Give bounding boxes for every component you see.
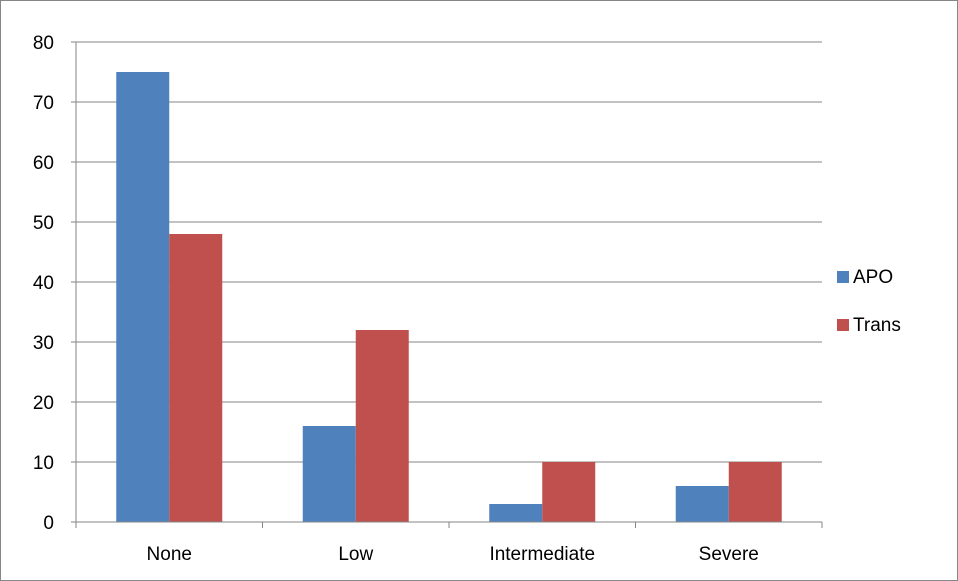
bar-apo-intermediate xyxy=(489,504,543,522)
y-tick-labels: 0 10 20 30 40 50 60 70 80 xyxy=(33,33,54,534)
axes xyxy=(71,41,823,528)
legend-swatch-trans xyxy=(837,319,849,331)
y-tick-label: 10 xyxy=(33,453,54,474)
y-tick-label: 20 xyxy=(33,393,54,414)
y-tick-label: 30 xyxy=(33,333,54,354)
y-tick-label: 60 xyxy=(33,153,54,174)
x-tick-label: None xyxy=(147,544,192,565)
x-tick-label: Severe xyxy=(699,544,759,565)
bar-apo-none xyxy=(116,72,170,522)
x-tick-label: Low xyxy=(338,544,373,565)
legend-label-trans: Trans xyxy=(853,315,901,336)
y-tick-label: 40 xyxy=(33,273,54,294)
y-tick-label: 80 xyxy=(33,33,54,54)
bar-trans-intermediate xyxy=(542,462,596,522)
y-tick-label: 70 xyxy=(33,93,54,114)
legend-label-apo: APO xyxy=(853,267,893,288)
y-tick-label: 0 xyxy=(43,513,54,534)
bar-apo-severe xyxy=(675,486,729,522)
bar-trans-low xyxy=(355,330,409,522)
y-tick-label: 50 xyxy=(33,213,54,234)
bar-trans-none xyxy=(169,234,223,522)
bars xyxy=(116,72,782,522)
x-tick-labels: None Low Intermediate Severe xyxy=(147,544,759,565)
x-tick-label: Intermediate xyxy=(489,544,595,565)
bar-trans-severe xyxy=(728,462,782,522)
legend-swatch-apo xyxy=(837,271,849,283)
bar-apo-low xyxy=(302,426,356,522)
legend: APO Trans xyxy=(837,267,901,336)
